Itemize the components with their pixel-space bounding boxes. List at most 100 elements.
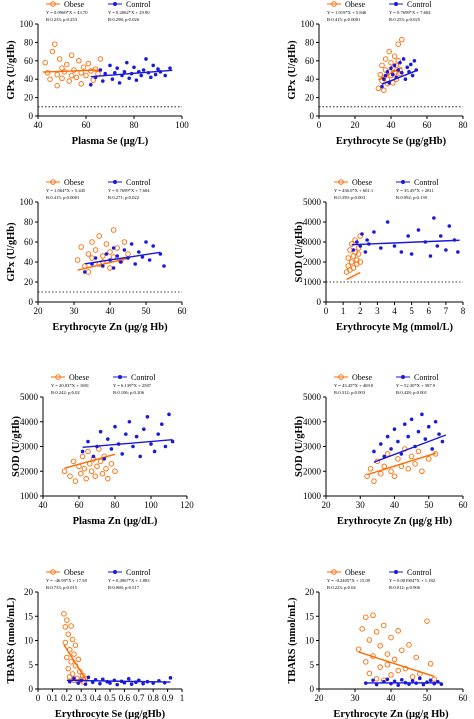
legend-control-label: Control <box>126 0 151 9</box>
control-point <box>160 422 164 427</box>
control-point <box>98 681 102 686</box>
legend-control-stats: R:0.106; p:0.206 <box>113 390 145 395</box>
control-point <box>421 682 426 687</box>
obese-point <box>371 478 377 484</box>
x-tick-label: 0.8 <box>148 693 160 703</box>
obese-point <box>413 654 419 661</box>
legend-obese-marker <box>331 1 337 7</box>
control-point <box>149 75 153 80</box>
obese-point <box>47 76 53 82</box>
obese-fit-line <box>366 452 436 476</box>
legend-obese-stats: R:0.415; p:0.0001 <box>46 195 80 200</box>
control-point <box>399 452 404 456</box>
y-tick-label: 40 <box>24 257 34 267</box>
control-point <box>111 246 116 250</box>
chart-panel-5: 40 60 80 100 120 1000 2000 3000 4000 5000 Plasma Z… <box>11 373 194 527</box>
obese-point <box>69 636 76 643</box>
obese-point <box>67 473 73 479</box>
y-axis-label: SOD (U/gHb) <box>294 221 305 282</box>
legend-obese-marker <box>331 569 337 575</box>
legend: Obese Control Y = -46.99*X + 17.58 Y = 0.49… <box>46 568 151 590</box>
control-point <box>385 70 390 74</box>
control-point <box>365 238 369 242</box>
y-tick-label: 15 <box>305 611 315 621</box>
control-point <box>420 412 424 417</box>
y-tick-label: 4000 <box>303 217 322 227</box>
obese-series <box>61 611 89 685</box>
obese-point <box>61 611 67 617</box>
legend: Obese Control Y = 43.45*X + 469.0 Y = 52.30… <box>334 373 439 395</box>
obese-point <box>107 249 113 255</box>
obese-point <box>370 612 376 619</box>
legend-obese-equation: Y = 436.0*X + 601.1 <box>334 188 374 193</box>
obese-point <box>409 674 416 680</box>
obese-point <box>402 665 409 672</box>
control-point <box>379 246 383 250</box>
obese-point <box>78 244 84 250</box>
control-point <box>83 682 88 686</box>
obese-point <box>377 664 383 670</box>
control-series <box>372 412 447 463</box>
obese-point <box>83 72 89 79</box>
obese-point <box>100 253 106 259</box>
legend-control-stats: R:0.068; p:0.517 <box>108 585 140 590</box>
y-axis-label: GPx (U/gHb) <box>287 40 298 100</box>
control-point <box>93 256 98 260</box>
control-point <box>115 254 119 258</box>
legend-obese-stats: R:0.415; p:0.0001 <box>327 17 361 22</box>
obese-point <box>92 473 98 479</box>
y-tick-label: 0 <box>317 297 322 307</box>
obese-point <box>345 255 352 261</box>
obese-point <box>107 265 113 271</box>
obese-point <box>94 463 100 470</box>
control-point <box>372 449 376 454</box>
legend-control-equation: Y = 52.30*X + 587.9 <box>396 383 436 388</box>
legend-control-marker <box>394 570 398 574</box>
obese-point <box>59 65 65 71</box>
control-point <box>405 65 410 70</box>
obese-point <box>384 651 391 657</box>
x-axis-label: Plasma Zn (µg/dL) <box>73 516 158 527</box>
obese-point <box>103 466 109 472</box>
obese-point <box>379 62 385 69</box>
legend-obese-stats: R:0.312; p:0.003 <box>334 390 366 395</box>
y-tick-label: 3000 <box>303 237 322 247</box>
legend: Obese Control Y = 1.064*X + 5.445 Y = 0.769… <box>46 178 151 200</box>
control-point <box>144 240 148 244</box>
x-axis-label: Plasma Se (µg/L) <box>72 136 149 147</box>
control-point <box>111 266 116 270</box>
control-point <box>385 677 390 682</box>
legend-obese-marker <box>50 179 56 185</box>
obese-series <box>343 233 364 281</box>
obese-point <box>347 247 353 253</box>
control-fit-line <box>351 239 460 246</box>
x-tick-label: 40 <box>390 500 400 510</box>
control-point <box>76 681 81 685</box>
obese-point <box>103 241 110 247</box>
obese-point <box>377 643 383 649</box>
obese-point <box>96 446 102 452</box>
obese-series <box>42 41 104 89</box>
y-tick-label: 5000 <box>303 197 322 207</box>
y-axis-label: TBARS (nmol/mL) <box>287 597 298 684</box>
y-tick-label: 80 <box>24 37 34 47</box>
legend-obese-equation: Y = 1.019*X + 5.846 <box>327 10 367 15</box>
legend-control-marker <box>401 375 405 379</box>
control-point <box>129 242 134 246</box>
control-point <box>122 248 127 252</box>
control-point <box>438 234 443 238</box>
obese-point <box>350 265 357 271</box>
obese-point <box>70 458 77 465</box>
x-tick-label: 80 <box>459 120 469 130</box>
obese-point <box>81 466 88 472</box>
control-point <box>444 248 448 252</box>
control-point <box>102 457 106 461</box>
obese-point <box>363 614 369 620</box>
control-point <box>416 228 421 232</box>
x-tick-label: 0.1 <box>47 693 58 703</box>
control-point <box>399 250 404 254</box>
chart-panel-2: 0 20 40 60 80 0 20 40 60 80 100 Erythrocyte Se (µg/… <box>287 0 468 147</box>
obese-point <box>412 461 418 467</box>
x-tick-label: 20 <box>34 306 44 316</box>
